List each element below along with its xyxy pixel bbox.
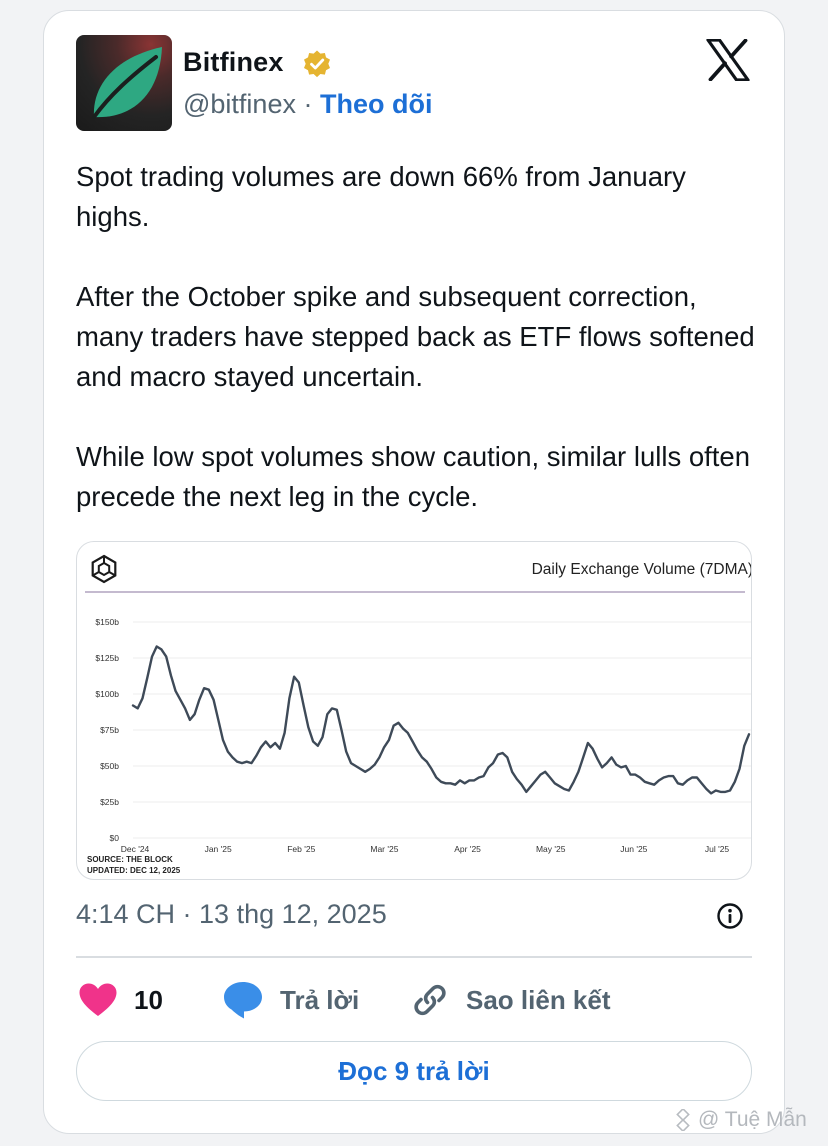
divider — [76, 956, 752, 958]
tweet-paragraph: While low spot volumes show caution, sim… — [76, 441, 751, 512]
chart-updated: UPDATED: DEC 12, 2025 — [87, 866, 181, 875]
info-icon[interactable] — [716, 902, 744, 930]
y-tick-label: $50b — [100, 761, 119, 771]
x-tick-label: Jun '25 — [620, 844, 647, 854]
watermark: @ Tuệ Mẫn — [672, 1108, 807, 1132]
avatar[interactable] — [76, 35, 172, 131]
reply-button[interactable]: Trả lời — [222, 980, 359, 1020]
y-tick-label: $150b — [95, 617, 119, 627]
y-tick-label: $0 — [110, 833, 120, 843]
author-handle[interactable]: @bitfinex — [183, 89, 296, 119]
chart-source: SOURCE: THE BLOCK — [87, 855, 173, 864]
separator-dot: · — [303, 89, 313, 119]
y-tick-label: $125b — [95, 653, 119, 663]
x-tick-label: Jan '25 — [205, 844, 232, 854]
chart-image[interactable]: Daily Exchange Volume (7DMA) $0 $25b $50b $… — [76, 541, 752, 880]
tweet-paragraph: After the October spike and subsequent c… — [76, 281, 755, 392]
y-tick-label: $25b — [100, 797, 119, 807]
tweet-paragraph: Spot trading volumes are down 66% from J… — [76, 161, 686, 232]
volume-chart: Daily Exchange Volume (7DMA) $0 $25b $50b $… — [85, 554, 752, 875]
link-icon — [414, 984, 446, 1016]
chart-title: Daily Exchange Volume (7DMA) — [532, 561, 752, 578]
x-tick-label: Feb '25 — [287, 844, 315, 854]
like-button[interactable]: 10 — [78, 980, 163, 1020]
read-replies-button[interactable]: Đọc 9 trả lời — [76, 1041, 752, 1101]
watermark-logo-icon — [676, 1109, 690, 1131]
copy-link-label: Sao liên kết — [466, 984, 611, 1015]
follow-button[interactable]: Theo dõi — [320, 89, 433, 119]
author-name[interactable]: Bitfinex — [183, 47, 284, 77]
heart-icon — [79, 983, 117, 1016]
x-tick-label: May '25 — [536, 844, 566, 854]
tweet-timestamp[interactable]: 4:14 CH · 13 thg 12, 2025 — [76, 899, 387, 929]
x-tick-label: Apr '25 — [454, 844, 481, 854]
tweet-text: Spot trading volumes are down 66% from J… — [76, 157, 766, 517]
x-tick-label: Mar '25 — [370, 844, 398, 854]
the-block-logo-icon — [91, 554, 117, 584]
x-tick-label: Dec '24 — [121, 844, 150, 854]
verified-badge-icon — [304, 50, 330, 78]
handle-row: @bitfinex · Theo dõi — [183, 89, 432, 120]
bitfinex-leaf-icon — [92, 47, 162, 119]
tweet-card: Bitfinex @bitfinex · Theo dõi Spot tradi… — [43, 10, 785, 1134]
copy-link-button[interactable]: Sao liên kết — [410, 980, 611, 1020]
y-tick-label: $100b — [95, 689, 119, 699]
like-count: 10 — [134, 984, 163, 1015]
y-tick-label: $75b — [100, 725, 119, 735]
watermark-text: @ Tuệ Mẫn — [698, 1108, 807, 1131]
series-line — [131, 645, 751, 795]
x-logo-icon[interactable] — [706, 39, 750, 81]
reply-label: Trả lời — [280, 984, 360, 1015]
speech-bubble-icon — [224, 982, 262, 1019]
x-tick-label: Jul '25 — [705, 844, 730, 854]
